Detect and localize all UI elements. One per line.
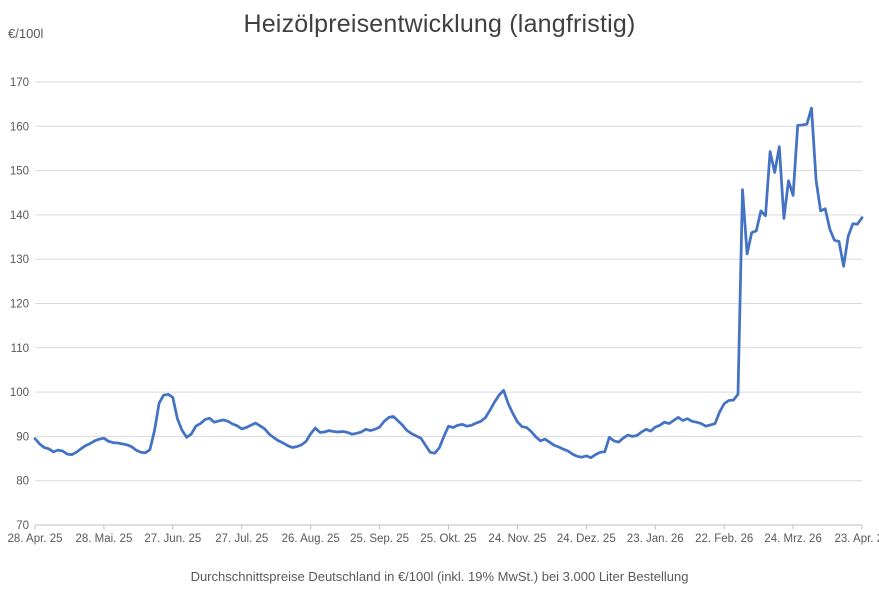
x-axis-tick-label: 22. Feb. 26: [695, 533, 753, 545]
chart-title: Heizölpreisentwicklung (langfristig): [243, 10, 636, 38]
y-axis-tick-label: 80: [16, 476, 29, 488]
y-axis-tick-label: 120: [10, 299, 29, 311]
y-axis-tick-label: 130: [10, 254, 29, 266]
y-axis-tick-label: 150: [10, 166, 29, 178]
x-axis-tick-label: 24. Nov. 25: [488, 533, 546, 545]
x-axis-tick-label: 28. Apr. 25: [8, 533, 63, 545]
x-axis-tick-label: 23. Jan. 26: [627, 533, 684, 545]
x-axis-tick-label: 23. Apr. 26: [835, 533, 879, 545]
y-axis-tick-label: 100: [10, 387, 29, 399]
y-axis-tick-label: 170: [10, 77, 29, 89]
y-axis-tick-label: 140: [10, 210, 29, 222]
chart-caption: Durchschnittspreise Deutschland in €/100…: [190, 569, 689, 584]
x-axis-tick-label: 28. Mai. 25: [75, 533, 132, 545]
y-axis-tick-label: 90: [16, 431, 29, 443]
x-axis-tick-label: 27. Jul. 25: [215, 533, 268, 545]
x-axis-tick-label: 27. Jun. 25: [144, 533, 201, 545]
y-axis-tick-label: 110: [11, 343, 29, 355]
x-axis-tick-label: 25. Okt. 25: [420, 533, 476, 545]
x-axis-tick-label: 24. Mrz. 26: [764, 533, 822, 545]
price-line-series: [33, 106, 864, 460]
x-axis-tick-label: 26. Aug. 25: [282, 533, 340, 545]
y-axis-tick-label: 160: [10, 121, 29, 133]
y-axis-unit-label: €/100l: [8, 26, 44, 41]
x-axis-tick-label: 25. Sep. 25: [350, 533, 409, 545]
y-axis-tick-label: 70: [16, 520, 29, 532]
x-axis-tick-label: 24. Dez. 25: [557, 533, 616, 545]
